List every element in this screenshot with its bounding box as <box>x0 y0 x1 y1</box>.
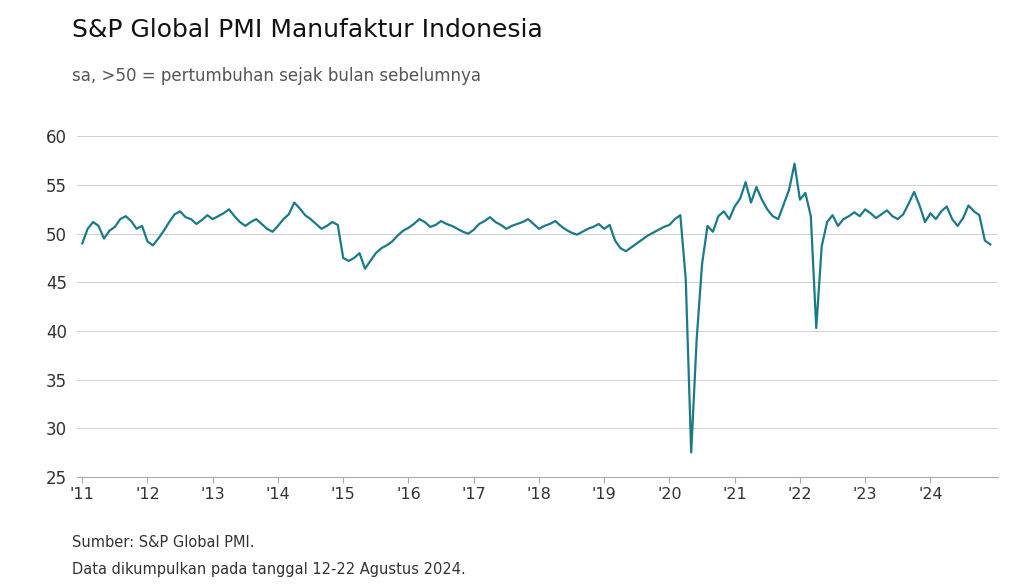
Text: Data dikumpulkan pada tanggal 12-22 Agustus 2024.: Data dikumpulkan pada tanggal 12-22 Agus… <box>72 562 466 577</box>
Text: sa, >50 = pertumbuhan sejak bulan sebelumnya: sa, >50 = pertumbuhan sejak bulan sebelu… <box>72 67 480 85</box>
Text: S&P Global PMI Manufaktur Indonesia: S&P Global PMI Manufaktur Indonesia <box>72 18 543 42</box>
Text: Sumber: S&P Global PMI.: Sumber: S&P Global PMI. <box>72 535 254 550</box>
